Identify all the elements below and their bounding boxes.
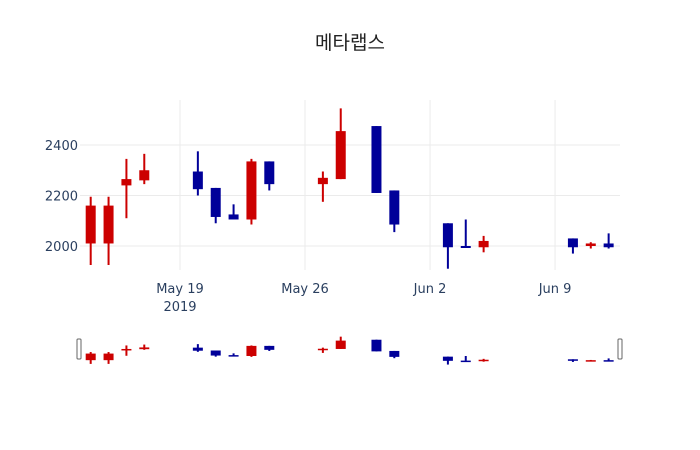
slider-candle (85, 352, 96, 364)
x-axis: May 19 2019 May 26 Jun 2 Jun 9 (156, 282, 571, 315)
candle[interactable] (478, 235, 489, 253)
slider-candle (246, 345, 257, 357)
x-tick-label: May 19 (156, 282, 204, 297)
y-tick-label: 2000 (45, 240, 78, 255)
candle[interactable] (442, 223, 453, 269)
candle[interactable] (371, 126, 382, 193)
slider-candle (192, 344, 203, 352)
grid-lines (80, 100, 620, 270)
slider-candle (264, 345, 275, 351)
range-slider-right-handle[interactable] (617, 338, 623, 360)
slider-candle (585, 359, 596, 362)
candle[interactable] (246, 158, 257, 225)
chart-title: 메타랩스 (315, 32, 385, 54)
slider-candle (567, 359, 578, 362)
range-slider[interactable] (76, 336, 623, 365)
x-tick-sublabel: 2019 (163, 300, 196, 315)
slider-candle (103, 352, 114, 364)
main-plot-candles[interactable] (85, 108, 614, 269)
candle[interactable] (460, 219, 471, 248)
candle[interactable] (121, 158, 132, 219)
candle[interactable] (192, 151, 203, 196)
candle[interactable] (103, 196, 114, 265)
y-tick-label: 2200 (45, 190, 78, 205)
candle[interactable] (335, 108, 346, 180)
slider-candle (389, 350, 400, 359)
candle[interactable] (389, 190, 400, 233)
candle[interactable] (317, 171, 328, 202)
slider-candle (603, 358, 614, 362)
candle[interactable] (603, 233, 614, 249)
candle[interactable] (228, 204, 239, 220)
candle[interactable] (139, 153, 150, 185)
slider-candle (317, 347, 328, 353)
range-slider-left-handle[interactable] (76, 338, 82, 360)
x-tick-label: May 26 (281, 282, 329, 297)
slider-candle (478, 358, 489, 362)
slider-candle (139, 344, 150, 350)
candle[interactable] (585, 242, 596, 249)
slider-candle (228, 353, 239, 357)
candle[interactable] (210, 187, 221, 224)
candle[interactable] (85, 196, 96, 265)
x-tick-label: Jun 2 (413, 282, 447, 297)
y-tick-label: 2400 (45, 139, 78, 154)
y-axis: 2000 2200 2400 (45, 139, 78, 255)
candle[interactable] (567, 238, 578, 254)
slider-candle (335, 336, 346, 349)
slider-candle (210, 350, 221, 357)
slider-candle (460, 355, 471, 363)
x-tick-label: Jun 9 (538, 282, 572, 297)
slider-candle (442, 356, 453, 365)
slider-candle (371, 339, 382, 352)
slider-candle (121, 345, 132, 356)
candle[interactable] (264, 161, 275, 191)
